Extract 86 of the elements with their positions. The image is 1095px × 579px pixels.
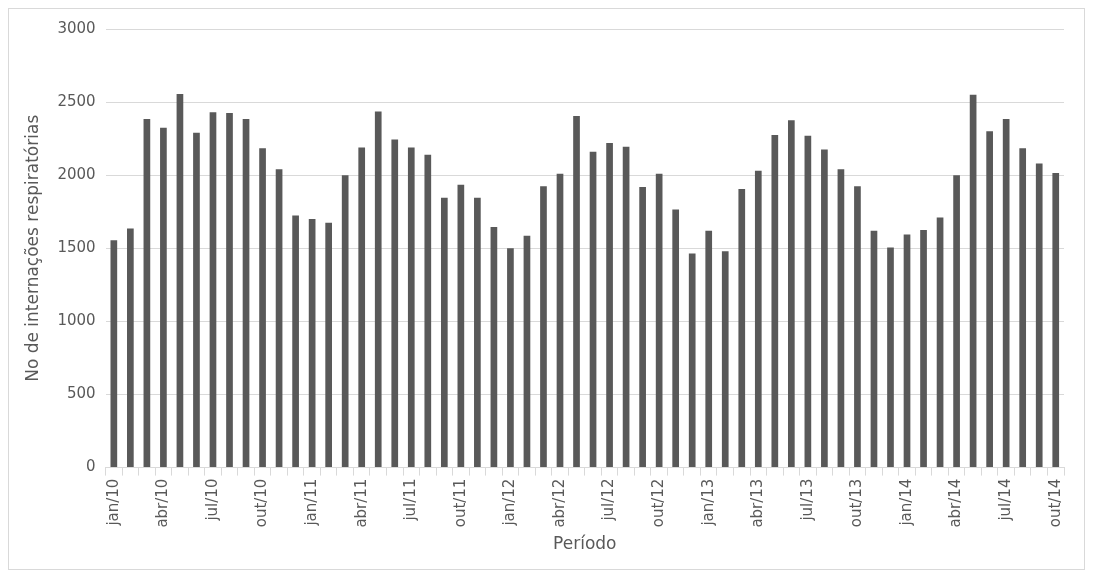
bar bbox=[391, 139, 399, 468]
bar bbox=[440, 197, 448, 468]
bar bbox=[424, 154, 432, 468]
x-tick-label: jan/13 bbox=[698, 478, 717, 527]
x-tick-label: abr/10 bbox=[153, 478, 172, 528]
bar bbox=[655, 173, 663, 468]
bar bbox=[606, 143, 613, 468]
bar bbox=[490, 227, 498, 468]
x-tick-label: out/10 bbox=[252, 478, 271, 528]
x-tick-label: abr/14 bbox=[946, 478, 965, 528]
bar bbox=[804, 135, 812, 468]
bar bbox=[523, 235, 531, 468]
y-tick-label: 1000 bbox=[57, 311, 96, 330]
bar bbox=[705, 230, 713, 468]
x-tick-label: out/11 bbox=[450, 478, 469, 528]
bar bbox=[407, 147, 415, 468]
bar bbox=[639, 186, 646, 468]
bar bbox=[110, 240, 118, 468]
y-axis-title: No de internações respiratórias bbox=[21, 114, 42, 382]
x-tick-label: jul/13 bbox=[797, 478, 816, 522]
bar bbox=[507, 248, 514, 468]
bar bbox=[821, 149, 828, 468]
bar bbox=[242, 118, 250, 468]
bar bbox=[1019, 148, 1027, 468]
x-tick-label: jan/14 bbox=[896, 478, 915, 527]
bar bbox=[341, 175, 349, 468]
bar bbox=[1002, 118, 1010, 468]
bar bbox=[259, 148, 266, 468]
x-tick-label: jul/11 bbox=[401, 478, 420, 522]
x-tick-label: out/14 bbox=[1045, 478, 1064, 528]
bar bbox=[160, 127, 167, 468]
bar bbox=[721, 251, 729, 468]
bar bbox=[672, 209, 680, 468]
bar bbox=[788, 120, 795, 468]
bar bbox=[688, 253, 696, 468]
bar bbox=[176, 94, 184, 468]
bar bbox=[209, 112, 217, 468]
y-tick-label: 2000 bbox=[57, 165, 96, 184]
y-tick-label: 2500 bbox=[57, 91, 96, 110]
bar bbox=[573, 115, 580, 468]
x-tick-label: jan/11 bbox=[302, 478, 321, 527]
bar bbox=[474, 197, 481, 468]
y-tick-label: 3000 bbox=[57, 18, 96, 37]
y-tick-label: 1500 bbox=[57, 238, 96, 257]
bar bbox=[143, 118, 151, 468]
bar bbox=[127, 228, 134, 468]
bar bbox=[1052, 173, 1060, 468]
bar bbox=[969, 94, 977, 468]
bar bbox=[887, 247, 894, 468]
bar bbox=[870, 230, 878, 468]
bar bbox=[903, 234, 911, 468]
x-tick-label: jul/14 bbox=[996, 478, 1015, 522]
bar bbox=[953, 175, 960, 468]
bar bbox=[920, 230, 927, 468]
x-tick-label: jan/10 bbox=[103, 478, 122, 527]
bar bbox=[854, 186, 861, 468]
y-tick-label: 0 bbox=[86, 457, 96, 476]
bar bbox=[292, 215, 299, 468]
bar bbox=[738, 189, 746, 468]
bar bbox=[325, 222, 332, 468]
bar bbox=[226, 113, 233, 468]
bar bbox=[308, 219, 316, 468]
x-tick-label: jul/12 bbox=[599, 478, 618, 522]
x-tick-label: abr/11 bbox=[351, 478, 370, 528]
x-tick-label: abr/12 bbox=[549, 478, 568, 528]
bar bbox=[358, 147, 366, 468]
bar bbox=[837, 169, 845, 468]
y-tick-label: 500 bbox=[66, 384, 96, 403]
bar bbox=[193, 132, 200, 468]
bar bbox=[540, 186, 547, 468]
bar bbox=[986, 131, 993, 468]
x-tick-label: jan/12 bbox=[500, 478, 519, 527]
x-tick-label: jul/10 bbox=[202, 478, 221, 522]
bar bbox=[275, 169, 283, 468]
bar bbox=[1035, 163, 1043, 468]
bar bbox=[457, 184, 465, 468]
x-tick-label: out/12 bbox=[649, 478, 668, 528]
x-axis-title: Período bbox=[553, 533, 617, 554]
bar bbox=[771, 134, 779, 468]
bar bbox=[374, 111, 382, 468]
bar bbox=[622, 146, 630, 468]
bar bbox=[754, 170, 762, 468]
bar bbox=[556, 173, 564, 468]
x-tick-label: abr/13 bbox=[748, 478, 767, 528]
bar bbox=[589, 151, 597, 468]
x-tick-label: out/13 bbox=[847, 478, 866, 528]
